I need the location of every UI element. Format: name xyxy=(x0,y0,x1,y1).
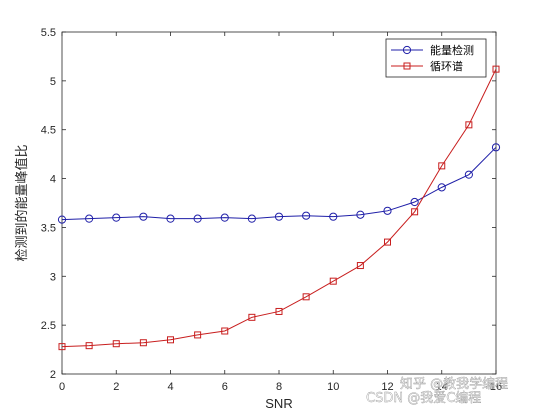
data-point xyxy=(85,214,94,223)
data-point xyxy=(139,212,148,221)
data-point xyxy=(356,210,365,219)
legend-box xyxy=(385,38,487,78)
y-tick-label: 3.5 xyxy=(41,222,56,234)
data-point xyxy=(275,307,283,315)
data-point xyxy=(194,331,202,339)
y-tick-label: 2 xyxy=(50,369,56,381)
x-axis-label: SNR xyxy=(265,396,292,411)
data-point xyxy=(329,277,337,285)
x-tick-label: 12 xyxy=(381,381,393,393)
data-point xyxy=(221,327,229,335)
y-tick-label: 3 xyxy=(50,271,56,283)
y-axis-label: 检测到的能量峰值比 xyxy=(14,144,30,261)
x-tick-label: 16 xyxy=(490,381,502,393)
data-point xyxy=(139,339,147,347)
data-point xyxy=(437,183,446,192)
data-point xyxy=(112,340,120,348)
y-tick-label: 5.5 xyxy=(41,27,56,39)
data-point xyxy=(492,65,500,73)
data-point xyxy=(491,143,501,152)
x-tick-label: 8 xyxy=(276,381,282,393)
y-tick-label: 4 xyxy=(50,174,56,186)
data-point xyxy=(220,213,229,222)
data-point xyxy=(302,211,311,220)
data-point xyxy=(356,262,364,270)
data-point xyxy=(465,121,473,129)
x-tick-label: 0 xyxy=(59,381,65,393)
data-point xyxy=(193,214,202,223)
data-point xyxy=(329,212,338,221)
data-point xyxy=(85,342,93,350)
data-point xyxy=(167,336,174,344)
y-tick-label: 4.5 xyxy=(41,125,56,137)
data-point xyxy=(411,208,419,216)
legend-marker xyxy=(403,62,411,70)
data-point xyxy=(57,215,67,224)
data-point xyxy=(58,343,66,351)
watermark-zhihu: 知乎 @教我学编程 xyxy=(400,376,508,392)
watermark: 知乎 @教我学编程 CSDN @我爱C编程 xyxy=(366,376,509,406)
legend-label: 循环谱 xyxy=(430,59,463,73)
series-1 xyxy=(58,65,500,351)
data-point xyxy=(438,162,446,170)
legend-item: 能量检测 xyxy=(391,43,474,57)
series-layer xyxy=(57,65,501,351)
plot-area xyxy=(61,31,497,375)
x-tick-label: 6 xyxy=(222,381,228,393)
data-point xyxy=(247,214,256,223)
legend-label: 能量检测 xyxy=(430,43,474,57)
series-line xyxy=(61,68,497,348)
watermark-csdn: CSDN @我爱C编程 xyxy=(366,391,481,406)
data-point xyxy=(274,212,284,221)
data-point xyxy=(166,214,175,223)
y-tick-label: 5 xyxy=(50,76,56,88)
x-tick-label: 10 xyxy=(327,381,339,393)
x-tick-label: 4 xyxy=(167,381,173,393)
data-point xyxy=(383,206,392,215)
data-point xyxy=(302,293,310,301)
x-tick-label: 2 xyxy=(113,381,119,393)
data-point xyxy=(464,170,473,179)
legend-marker xyxy=(402,45,412,55)
data-point xyxy=(248,313,256,321)
y-tick-label: 2.5 xyxy=(41,320,56,332)
x-tick-label: 14 xyxy=(436,381,448,393)
data-point xyxy=(410,197,419,207)
legend-item: 循环谱 xyxy=(391,59,463,73)
data-point xyxy=(112,213,121,222)
data-point xyxy=(384,238,391,246)
